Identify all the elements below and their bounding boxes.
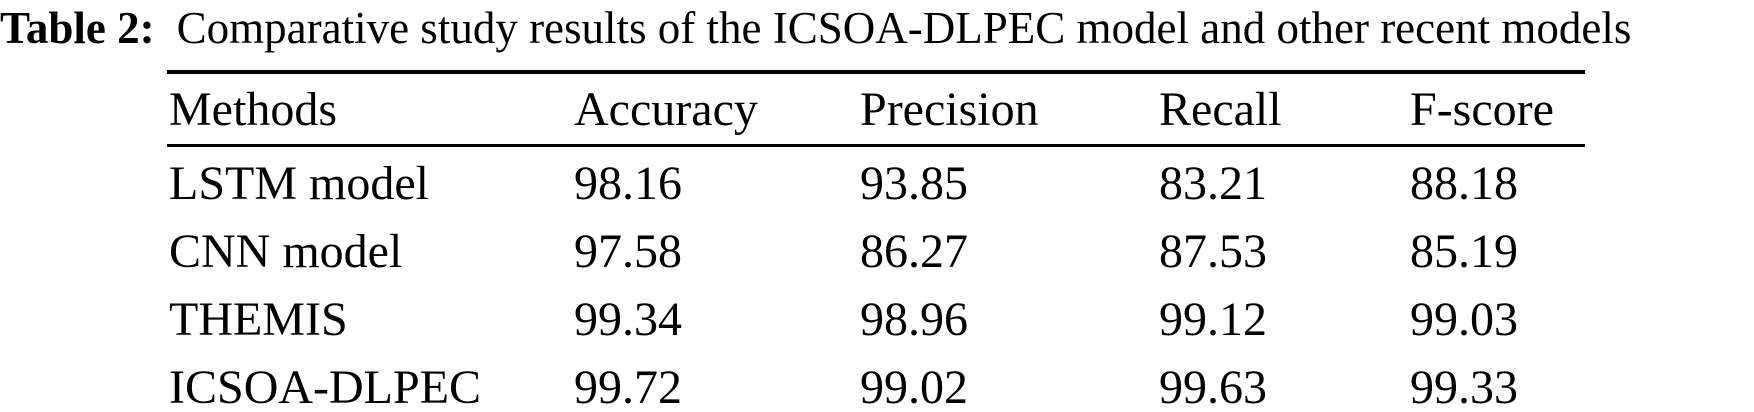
table-caption-text: Comparative study results of the ICSOA-D… [176,3,1632,53]
recall-cell: 83.21 [1159,157,1267,210]
table-row-icsoa-dlpec: ICSOA-DLPEC 99.72 99.02 99.63 99.33 [167,351,1585,412]
fscore-cell: 99.33 [1410,361,1518,412]
recall-cell: 87.53 [1159,225,1267,278]
accuracy-cell: 97.58 [574,225,682,278]
column-header-precision: Precision [860,82,1039,136]
precision-cell: 86.27 [860,225,968,278]
column-header-recall: Recall [1159,82,1282,136]
header-row: Methods Accuracy Precision Recall F-scor… [167,72,1585,146]
column-header-accuracy: Accuracy [574,82,758,136]
precision-cell: 93.85 [860,157,968,210]
fscore-cell: 88.18 [1410,157,1518,210]
method-cell: ICSOA-DLPEC [169,361,482,412]
table-row-cnn: CNN model 97.58 86.27 87.53 85.19 [167,215,1585,283]
table-caption-label: Table 2: [0,3,155,53]
results-table: Methods Accuracy Precision Recall F-scor… [167,70,1585,412]
accuracy-cell: 99.72 [574,361,682,412]
recall-cell: 99.12 [1159,293,1267,346]
table-caption: Table 2: Comparative study results of the… [0,0,1631,56]
precision-cell: 99.02 [860,361,968,412]
table-row-lstm: LSTM model 98.16 93.85 83.21 88.18 [167,146,1585,216]
precision-cell: 98.96 [860,293,968,346]
method-cell: THEMIS [169,293,348,346]
method-cell: CNN model [169,225,403,278]
method-cell: LSTM model [169,157,429,210]
column-header-fscore: F-score [1410,82,1554,136]
table-row-themis: THEMIS 99.34 98.96 99.12 99.03 [167,283,1585,351]
fscore-cell: 99.03 [1410,293,1518,346]
recall-cell: 99.63 [1159,361,1267,412]
fscore-cell: 85.19 [1410,225,1518,278]
accuracy-cell: 98.16 [574,157,682,210]
column-header-methods: Methods [169,82,337,136]
accuracy-cell: 99.34 [574,293,682,346]
